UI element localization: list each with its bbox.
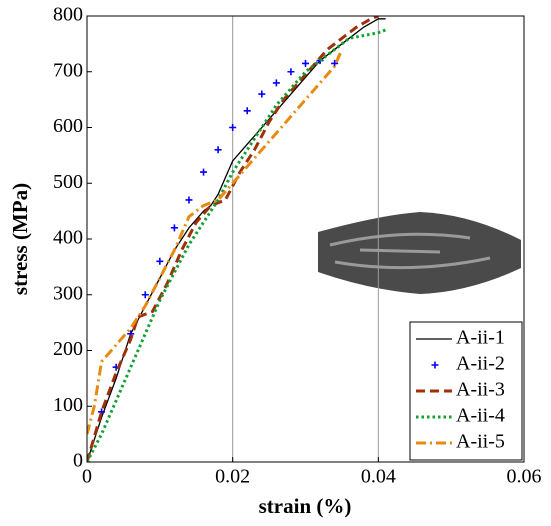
x-tick-label: 0.06 bbox=[507, 466, 542, 488]
x-axis-label: strain (%) bbox=[259, 494, 352, 518]
series-line bbox=[87, 16, 379, 462]
marker bbox=[185, 196, 193, 204]
series-line bbox=[87, 18, 386, 462]
marker bbox=[170, 224, 178, 232]
legend-label: A-ii-2 bbox=[456, 353, 505, 375]
y-tick-label: 600 bbox=[53, 115, 83, 137]
y-tick-label: 200 bbox=[53, 338, 83, 360]
legend-swatch bbox=[431, 361, 439, 369]
x-tick-label: 0 bbox=[82, 466, 92, 488]
marker bbox=[141, 291, 149, 299]
legend-box bbox=[409, 321, 523, 461]
marker bbox=[156, 257, 164, 265]
y-axis-label: stress (MPa) bbox=[8, 183, 32, 295]
legend-label: A-ii-1 bbox=[456, 327, 505, 349]
series-line bbox=[87, 48, 344, 435]
marker bbox=[272, 79, 280, 87]
marker bbox=[287, 68, 295, 76]
y-tick-label: 300 bbox=[53, 282, 83, 304]
plot-frame bbox=[86, 15, 525, 463]
marker bbox=[229, 124, 237, 131]
plot bbox=[87, 16, 387, 462]
x-tick-label: 0.04 bbox=[361, 466, 396, 488]
y-tick-label: 400 bbox=[53, 227, 83, 249]
marker bbox=[302, 59, 309, 67]
marker bbox=[331, 59, 339, 67]
legend-label: A-ii-4 bbox=[456, 405, 505, 427]
marker bbox=[200, 168, 208, 176]
inset-photo bbox=[316, 212, 522, 296]
marker bbox=[243, 107, 251, 115]
legend-label: A-ii-3 bbox=[456, 379, 505, 401]
y-tick-label: 700 bbox=[53, 59, 83, 81]
x-tick-label: 0.02 bbox=[215, 466, 250, 488]
y-tick-label: 800 bbox=[53, 4, 83, 26]
legend-label: A-ii-5 bbox=[456, 431, 505, 453]
marker bbox=[214, 146, 222, 154]
marker bbox=[258, 90, 266, 98]
y-tick-label: 100 bbox=[53, 394, 83, 416]
y-tick-label: 500 bbox=[53, 171, 83, 193]
series-line bbox=[87, 28, 387, 462]
y-tick-label: 0 bbox=[73, 450, 83, 472]
